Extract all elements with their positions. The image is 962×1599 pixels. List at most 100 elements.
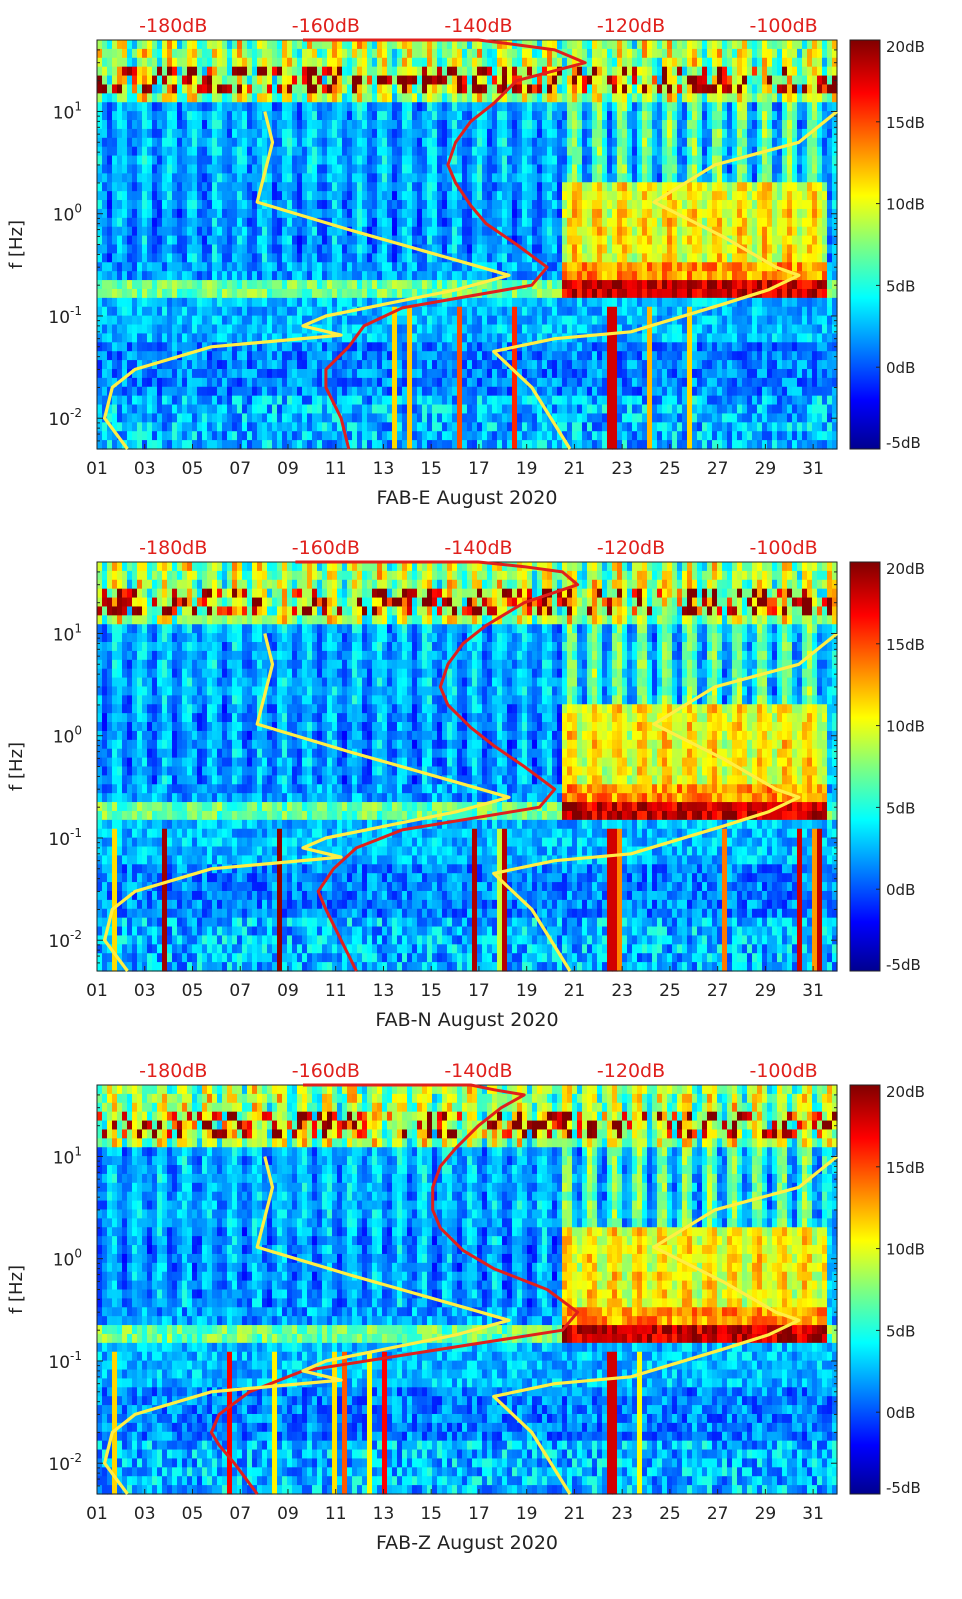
x-tick-label: 01: [86, 1504, 108, 1524]
colorbar-tick-label: 20dB: [886, 38, 925, 56]
x-tick-label: 27: [707, 459, 729, 479]
top-axis-label: -100dB: [749, 537, 817, 559]
x-tick-label: 03: [134, 1504, 156, 1524]
x-tick-label: 25: [659, 981, 681, 1001]
x-tick-label: 15: [420, 459, 442, 479]
x-tick-label: 23: [611, 1504, 633, 1524]
y-tick-label: 100: [53, 1247, 82, 1271]
y-tick-label: 101: [53, 1144, 82, 1168]
x-tick-label: 01: [86, 459, 108, 479]
yellow-low-noise-curve: [102, 111, 511, 450]
x-tick-label: 05: [182, 981, 204, 1001]
top-axis-label: -100dB: [749, 1060, 817, 1082]
y-tick-label: 100: [53, 724, 82, 748]
top-axis-label: -180dB: [139, 1060, 207, 1082]
top-axis-label: -100dB: [749, 15, 817, 37]
top-axis-label: -120dB: [597, 1060, 665, 1082]
x-axis-label: FAB-Z August 2020: [376, 1532, 558, 1554]
x-tick-label: 23: [611, 981, 633, 1001]
x-tick-label: 03: [134, 981, 156, 1001]
yellow-high-noise-curve: [492, 632, 839, 972]
yellow-low-noise-curve: [102, 633, 511, 972]
colorbar-tick-label: 0dB: [886, 1404, 915, 1422]
x-tick-label: 21: [564, 1504, 586, 1524]
x-tick-label: 17: [468, 1504, 490, 1524]
red-noise-curve: [295, 560, 580, 972]
y-tick-label: 101: [53, 621, 82, 645]
y-axis-label: f [Hz]: [6, 742, 27, 791]
colorbar-tick-label: 15dB: [886, 114, 925, 132]
colorbar: -5dB 0dB 5dB 10dB 15dB 20dB: [849, 38, 925, 452]
yellow-high-noise-curve: [492, 110, 839, 450]
x-tick-label: 13: [373, 459, 395, 479]
yellow-high-noise-curve: [492, 1155, 839, 1495]
colorbar-tick-label: 20dB: [886, 1083, 925, 1101]
x-tick-label: 05: [182, 1504, 204, 1524]
top-axis-label: -160dB: [292, 1060, 360, 1082]
x-tick-label: 21: [564, 459, 586, 479]
x-tick-label: 15: [420, 981, 442, 1001]
colorbar-tick-label: 5dB: [886, 1322, 915, 1340]
colorbar-tick-label: 10dB: [886, 1241, 925, 1259]
colorbar-tick-label: 5dB: [886, 277, 915, 295]
x-tick-label: 25: [659, 1504, 681, 1524]
x-tick-label: 01: [86, 981, 108, 1001]
colorbar-tick-label: 0dB: [886, 359, 915, 377]
x-tick-label: 27: [707, 1504, 729, 1524]
y-tick-label: 10-1: [48, 304, 82, 328]
y-tick-label: 10-1: [48, 1349, 82, 1373]
x-axis-label: FAB-E August 2020: [376, 487, 557, 509]
y-tick-label: 10-1: [48, 826, 82, 850]
x-tick-label: 19: [516, 1504, 538, 1524]
x-tick-label: 15: [420, 1504, 442, 1524]
colorbar-tick-label: -5dB: [886, 434, 921, 452]
top-axis-label: -120dB: [597, 15, 665, 37]
x-tick-label: 07: [229, 981, 251, 1001]
colorbar: -5dB 0dB 5dB 10dB 15dB 20dB: [849, 1083, 925, 1497]
colorbar-tick-label: 0dB: [886, 881, 915, 899]
x-tick-label: 19: [516, 459, 538, 479]
colorbar-tick-label: 20dB: [886, 560, 925, 578]
top-axis-label: -140dB: [444, 15, 512, 37]
x-tick-label: 07: [229, 459, 251, 479]
y-tick-label: 10-2: [48, 406, 82, 430]
top-axis-label: -180dB: [139, 537, 207, 559]
y-tick-label: 101: [53, 99, 82, 123]
top-axis-label: -180dB: [139, 15, 207, 37]
x-tick-label: 03: [134, 459, 156, 479]
x-tick-label: 13: [373, 981, 395, 1001]
x-tick-label: 09: [277, 981, 299, 1001]
x-tick-label: 11: [325, 459, 347, 479]
spectrogram-heatmap: [97, 1085, 838, 1495]
x-tick-label: 31: [802, 981, 824, 1001]
panel-fab-z: 01 03 05 07 09 11 13 15 17 19 21 23 25 27 29 31 10-2 10-1…: [6, 1060, 925, 1554]
x-tick-label: 31: [802, 459, 824, 479]
y-tick-label: 100: [53, 202, 82, 226]
y-tick-label: 10-2: [48, 1451, 82, 1475]
spectrogram-heatmap: [97, 562, 838, 972]
top-axis-label: -160dB: [292, 15, 360, 37]
red-noise-curve: [303, 38, 587, 450]
colorbar-tick-label: 10dB: [886, 718, 925, 736]
y-axis-label: f [Hz]: [6, 1265, 27, 1314]
x-tick-label: 29: [755, 459, 777, 479]
y-tick-label: 10-2: [48, 928, 82, 952]
colorbar-tick-label: 5dB: [886, 799, 915, 817]
top-axis-label: -120dB: [597, 537, 665, 559]
red-noise-curve: [209, 1083, 580, 1495]
x-tick-label: 25: [659, 459, 681, 479]
spectrogram-heatmap: [97, 40, 838, 450]
x-tick-label: 11: [325, 981, 347, 1001]
yellow-low-noise-curve: [102, 1156, 511, 1495]
x-tick-label: 05: [182, 459, 204, 479]
x-tick-label: 27: [707, 981, 729, 1001]
x-tick-label: 21: [564, 981, 586, 1001]
x-tick-label: 31: [802, 1504, 824, 1524]
colorbar-tick-label: 15dB: [886, 636, 925, 654]
colorbar-tick-label: -5dB: [886, 956, 921, 974]
x-tick-label: 19: [516, 981, 538, 1001]
top-axis-label: -140dB: [444, 537, 512, 559]
top-axis-label: -160dB: [292, 537, 360, 559]
x-tick-label: 09: [277, 1504, 299, 1524]
